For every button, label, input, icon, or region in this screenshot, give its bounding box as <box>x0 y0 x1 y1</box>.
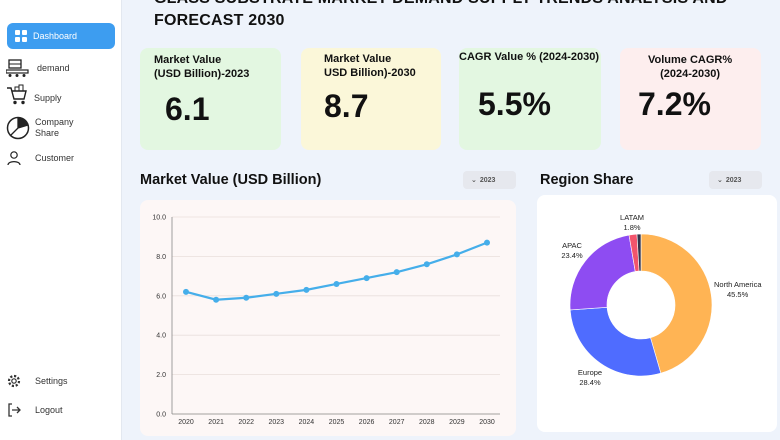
x-tick-label: 2027 <box>389 419 405 426</box>
chevron-down-icon: ⌄ <box>471 177 477 184</box>
y-tick-label: 0.0 <box>156 412 166 419</box>
x-tick-label: 2021 <box>208 419 224 426</box>
sidebar-item-label: Customer <box>35 153 75 163</box>
region-year-select[interactable]: ⌄ 2023 <box>709 171 762 189</box>
cart-icon <box>7 84 27 105</box>
region-share-chart-panel: North America 45.5% Europe 28.4% APAC 23.4% LA… <box>537 195 777 432</box>
slice-label: North America <box>714 280 762 289</box>
data-point <box>273 290 280 297</box>
kpi-card-volume-cagr: Volume CAGR% (2024-2030) 7.2% <box>620 48 761 150</box>
slice-label: LATAM <box>620 213 644 222</box>
sidebar-item-label: Company Share <box>35 117 74 138</box>
region-share-section-title: Region Share <box>540 172 634 188</box>
kpi-card-label: Volume CAGR% (2024-2030) <box>648 54 733 80</box>
y-tick-label: 8.0 <box>156 254 166 261</box>
market-year-value: 2023 <box>479 176 496 184</box>
sidebar-item-dashboard[interactable]: Dashboard <box>7 23 115 49</box>
x-tick-label: 2022 <box>238 419 254 426</box>
y-tick-label: 10.0 <box>152 215 166 222</box>
donut-slice-europe <box>569 307 662 377</box>
kpi-card-market-value-2023: Market Value (USD Billion)-2023 6.1 <box>140 48 281 150</box>
data-point <box>453 251 460 258</box>
kpi-card-market-value-2030: Market Value USD Billion)-2030 8.7 <box>301 48 441 150</box>
sidebar-item-label: Supply <box>34 93 62 103</box>
x-tick-label: 2020 <box>178 419 194 426</box>
x-tick-label: 2030 <box>479 419 495 426</box>
data-point <box>484 239 490 246</box>
data-point <box>243 294 250 301</box>
kpi-card-label: Market Value USD Billion)-2030 <box>324 53 416 79</box>
sidebar-item-demand[interactable]: demand <box>6 58 70 78</box>
market-value-chart-panel: 0.0 2.0 4.0 6.0 8.0 10.0 2020 2021 2022 2023 2024 2… <box>140 200 516 436</box>
sidebar-item-customer[interactable]: Customer <box>6 150 74 166</box>
donut-slice-other <box>636 233 642 272</box>
y-tick-label: 4.0 <box>156 333 166 340</box>
slice-percent-label: 23.4% <box>561 251 583 260</box>
sidebar-item-label: demand <box>37 63 70 73</box>
sidebar-item-label: Dashboard <box>33 31 78 41</box>
x-tick-label: 2023 <box>269 419 285 426</box>
kpi-card-label: CAGR Value % (2024-2030) <box>459 51 600 63</box>
sidebar-item-label: Logout <box>35 405 63 415</box>
slice-label: Europe <box>578 368 602 377</box>
kpi-card-value: 5.5% <box>478 86 551 122</box>
x-tick-label: 2025 <box>329 419 345 426</box>
conveyor-icon <box>6 59 29 77</box>
data-point <box>183 288 189 295</box>
kpi-card-value: 7.2% <box>638 86 711 122</box>
sidebar: Dashboard demand Supply Company Share <box>0 0 122 440</box>
region-year-value: 2023 <box>725 176 742 184</box>
page-title: GLASS SUBSTRATE MARKET DEMAND SUPPLY TRE… <box>154 0 728 32</box>
x-tick-label: 2029 <box>449 419 465 426</box>
sidebar-item-settings[interactable]: Settings <box>6 373 68 389</box>
kpi-card-value: 8.7 <box>324 88 369 124</box>
grid-icon <box>15 30 27 42</box>
slice-label: APAC <box>562 241 582 250</box>
sidebar-item-logout[interactable]: Logout <box>6 402 63 418</box>
page-title-line1: GLASS SUBSTRATE MARKET DEMAND SUPPLY TRE… <box>154 0 728 10</box>
page-title-line2: FORECAST 2030 <box>154 12 285 29</box>
slice-percent-label: 28.4% <box>579 378 601 387</box>
y-tick-label: 6.0 <box>156 293 166 300</box>
x-tick-label: 2024 <box>299 419 315 426</box>
market-year-select[interactable]: ⌄ 2023 <box>463 171 516 189</box>
sidebar-item-company-share[interactable]: Company Share <box>6 116 74 140</box>
donut-slice-north-america <box>640 233 713 374</box>
x-tick-label: 2028 <box>419 419 435 426</box>
slice-percent-label: 1.8% <box>623 223 640 232</box>
y-tick-label: 2.0 <box>156 372 166 379</box>
slice-percent-label: 45.5% <box>727 290 749 299</box>
kpi-card-label: Market Value (USD Billion)-2023 <box>154 54 250 80</box>
kpi-card-value: 6.1 <box>165 91 210 127</box>
series-line <box>185 241 488 301</box>
market-value-section-title: Market Value (USD Billion) <box>140 172 322 188</box>
data-point <box>213 296 220 303</box>
data-point <box>423 261 430 268</box>
logout-icon <box>8 403 21 417</box>
sidebar-item-label: Settings <box>35 376 68 386</box>
market-value-line-chart: 0.0 2.0 4.0 6.0 8.0 10.0 2020 2021 2022 2023 2024 2… <box>152 215 500 426</box>
data-point <box>303 286 310 293</box>
data-point <box>393 269 400 276</box>
user-icon <box>7 151 21 166</box>
data-point <box>363 275 370 282</box>
gear-icon <box>7 374 21 388</box>
sidebar-item-supply[interactable]: Supply <box>6 84 62 106</box>
data-point <box>333 280 340 287</box>
chevron-down-icon: ⌄ <box>717 177 723 184</box>
pie-chart-icon <box>6 116 30 140</box>
kpi-card-cagr-value: CAGR Value % (2024-2030) 5.5% <box>459 48 601 150</box>
x-tick-label: 2026 <box>359 419 375 426</box>
